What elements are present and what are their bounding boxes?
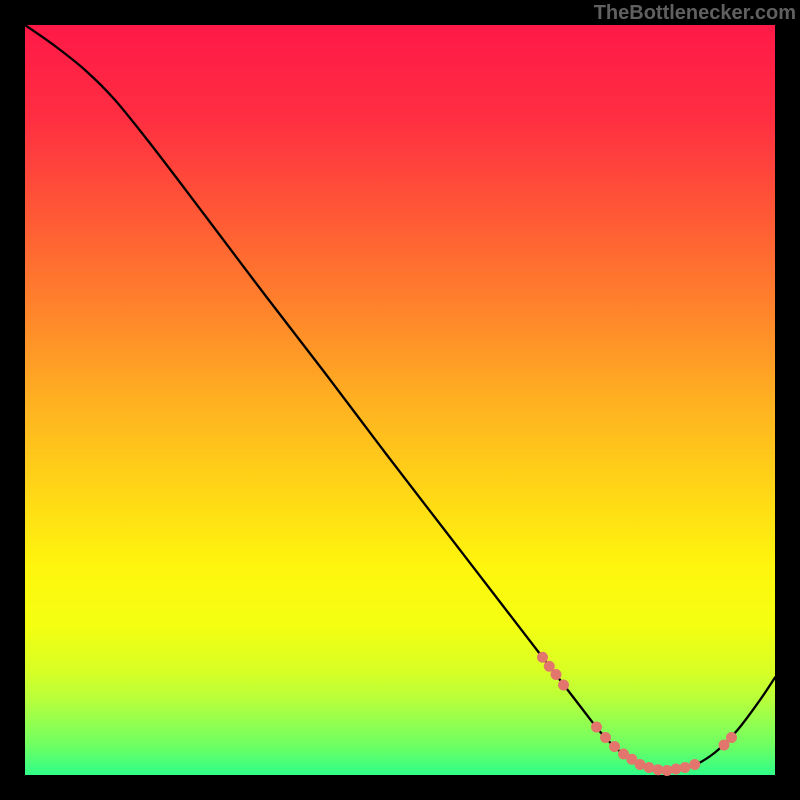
data-marker bbox=[671, 764, 681, 774]
data-marker bbox=[690, 760, 700, 770]
data-marker bbox=[551, 670, 561, 680]
data-marker bbox=[635, 760, 645, 770]
attribution-label: TheBottlenecker.com bbox=[594, 2, 796, 25]
data-marker bbox=[727, 733, 737, 743]
data-marker bbox=[601, 733, 611, 743]
data-marker bbox=[719, 740, 729, 750]
chart-svg bbox=[0, 0, 800, 800]
chart-background bbox=[25, 25, 775, 775]
data-marker bbox=[680, 763, 690, 773]
data-marker bbox=[644, 763, 654, 773]
data-marker bbox=[559, 680, 569, 690]
data-marker bbox=[544, 661, 554, 671]
data-marker bbox=[610, 742, 620, 752]
data-marker bbox=[592, 722, 602, 732]
data-marker bbox=[538, 652, 548, 662]
data-marker bbox=[653, 765, 663, 775]
data-marker bbox=[662, 766, 672, 776]
chart-stage: TheBottlenecker.com bbox=[0, 0, 800, 800]
